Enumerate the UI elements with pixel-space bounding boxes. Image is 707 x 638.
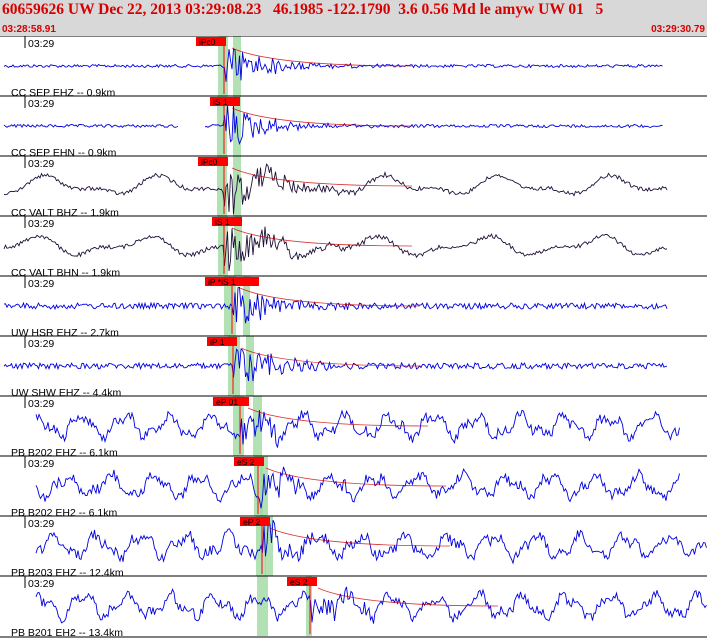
pick-label[interactable]: iPc0 [201,157,218,167]
pick-window [260,456,268,516]
time-tick-label: 03:29 [28,38,54,50]
pick-label-box[interactable] [234,457,264,466]
time-start-label: 03:28:58.91 [2,24,56,35]
fit-curve [265,467,447,487]
fit-curve [247,407,429,427]
time-tick-label: 03:29 [28,398,54,410]
pick-label-box[interactable] [207,337,237,346]
time-tick-label: 03:29 [28,458,54,470]
pick-window [233,396,244,456]
pick-window [228,336,240,396]
station-label: CC SEP EHN -- 0.9km [11,147,117,159]
time-tick-label: 03:29 [28,518,54,530]
pick-window [306,576,312,636]
pick-label[interactable]: eS 2 [290,577,308,587]
pick-label[interactable]: iPc0 [199,37,216,47]
waveform-trace [35,466,680,509]
event-header: 60659626 UW Dec 22, 2013 03:29:08.23 46.… [0,0,707,36]
waveform-trace [35,518,707,565]
pick-label-box[interactable] [212,217,242,226]
pick-window [257,576,268,636]
waveform-trace [3,163,668,215]
station-label: CC SEP EHZ -- 0.9km [11,87,115,99]
pick-label[interactable]: iP 1 [210,337,225,347]
station-label: PB B202 EH2 -- 6.1km [11,507,117,519]
pick-label-box[interactable] [205,277,259,286]
event-title: 60659626 UW Dec 22, 2013 03:29:08.23 46.… [2,1,604,18]
pick-window [243,276,250,336]
pick-label[interactable]: iP *iS 1 [208,277,236,287]
time-tick-label: 03:29 [28,218,54,230]
fit-curve [231,227,413,247]
pick-label-box[interactable] [287,577,317,586]
fit-curve [317,587,499,607]
pick-window [217,156,227,216]
time-tick-label: 03:29 [28,578,54,590]
waveform-trace [3,48,663,82]
fit-curve [231,47,413,67]
pick-window [253,396,262,456]
fit-curve [240,347,422,367]
waveform-trace [35,586,707,624]
time-tick-label: 03:29 [28,158,54,170]
waveform-trace [3,286,668,324]
pick-window [233,36,241,96]
waveform-trace [3,104,663,145]
pick-window [246,336,254,396]
pick-window [234,216,242,276]
fit-curve [231,107,413,127]
time-tick-label: 03:29 [28,98,54,110]
pick-window [265,516,273,576]
waveform-trace [3,226,668,272]
pick-label[interactable]: iS 1 [213,97,228,107]
pick-label[interactable]: iS 1 [215,217,230,227]
pick-label-box[interactable] [213,397,249,406]
fit-curve [239,287,421,307]
pick-label-box[interactable] [210,97,240,106]
pick-label-box[interactable] [196,37,226,46]
pick-label[interactable]: eP 2 [243,517,261,527]
station-label: PB B201 EH2 -- 13.4km [11,627,123,638]
pick-label[interactable]: eS 2 [237,457,255,467]
fit-curve [231,167,413,187]
time-tick-label: 03:29 [28,278,54,290]
waveform-trace [35,409,680,448]
pick-label[interactable]: eP 01 [216,397,238,407]
time-end-label: 03:29:30.79 [651,24,705,35]
pick-label-box[interactable] [240,517,270,526]
pick-window [218,36,228,96]
pick-label-box[interactable] [198,157,228,166]
time-tick-label: 03:29 [28,338,54,350]
fit-curve [269,527,451,547]
waveform-trace [3,348,667,382]
